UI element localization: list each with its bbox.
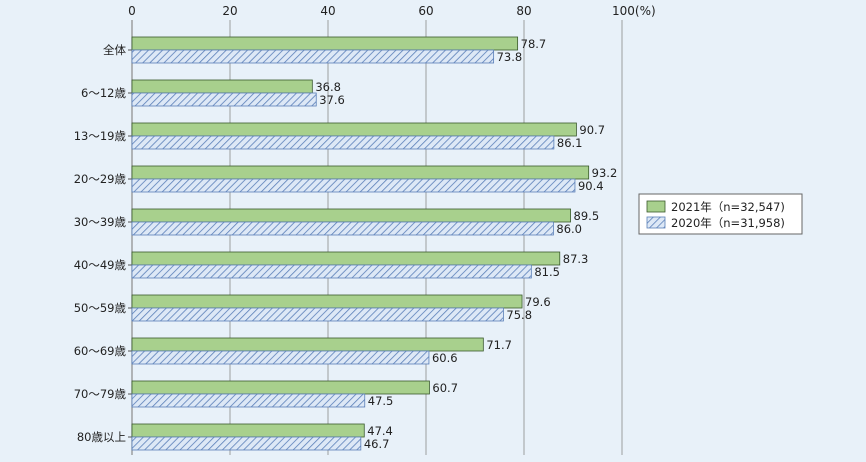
category-label: 50～59歳 (74, 301, 127, 315)
x-tick-label: 0 (128, 4, 136, 18)
bar-series2 (131, 92, 317, 107)
category-label: 全体 (103, 43, 126, 57)
legend-swatch (646, 216, 666, 229)
legend-swatch (646, 200, 666, 213)
data-label: 86.0 (556, 222, 582, 236)
data-label: 75.8 (506, 308, 532, 322)
data-label: 90.7 (579, 123, 605, 137)
x-axis-ticks: 0 20 40 60 80 100(%) (128, 4, 655, 18)
data-label: 47.5 (368, 394, 394, 408)
data-label: 36.8 (315, 80, 341, 94)
data-label: 89.5 (574, 209, 600, 223)
bar-series1 (131, 380, 430, 395)
data-label: 37.6 (319, 93, 345, 107)
bar-series1 (131, 165, 590, 180)
bar-series1 (131, 79, 313, 94)
data-label: 60.6 (432, 351, 458, 365)
bar-series2 (131, 350, 430, 365)
category-label: 70～79歳 (74, 387, 127, 401)
legend-box (638, 193, 803, 235)
bar-series2 (131, 393, 366, 408)
category-label: 60～69歳 (74, 344, 127, 358)
data-label: 46.7 (364, 437, 390, 451)
legend-label: 2020年（n=31,958) (671, 216, 785, 230)
data-label: 90.4 (578, 179, 604, 193)
data-label: 81.5 (534, 265, 560, 279)
x-tick-label: 80 (516, 4, 531, 18)
x-tick-label: 20 (222, 4, 237, 18)
data-label: 60.7 (432, 381, 458, 395)
category-labels: 全体 6～12歳 13～19歳 20～29歳 30～39歳 40～49歳 50～59歳 60～… (74, 43, 127, 444)
data-label: 47.4 (367, 424, 393, 438)
category-label: 40～49歳 (74, 258, 127, 272)
data-label: 78.7 (521, 37, 547, 51)
bar-series1 (131, 423, 365, 438)
x-tick-label: 40 (320, 4, 335, 18)
category-label: 6～12歳 (81, 86, 126, 100)
bar-series2 (131, 135, 555, 150)
data-label: 93.2 (592, 166, 618, 180)
bar-series2 (131, 436, 362, 451)
bar-series2 (131, 264, 532, 279)
bar-series1 (131, 294, 523, 309)
bar-series2 (131, 178, 576, 193)
data-label: 73.8 (497, 50, 523, 64)
legend-label: 2021年（n=32,547) (671, 200, 785, 214)
bar-series1 (131, 36, 519, 51)
category-label: 30～39歳 (74, 215, 127, 229)
bar-series1 (131, 337, 484, 352)
bar-series1 (131, 208, 571, 223)
data-label: 87.3 (563, 252, 589, 266)
legend: 2021年（n=32,547) 2020年（n=31,958) (638, 193, 803, 235)
data-label: 86.1 (557, 136, 583, 150)
bar-series2 (131, 221, 554, 236)
bar-series2 (131, 307, 504, 322)
x-tick-label: 60 (418, 4, 433, 18)
category-label: 80歳以上 (77, 430, 126, 444)
data-label: 71.7 (486, 338, 512, 352)
bar-series1 (131, 122, 577, 137)
bar-series1 (131, 251, 561, 266)
category-label: 20～29歳 (74, 172, 127, 186)
bars: 78.773.8 36.837.6 90.786.1 93.290.4 89.586.0… (131, 36, 618, 451)
data-label: 79.6 (525, 295, 551, 309)
category-label: 13～19歳 (74, 129, 127, 143)
x-tick-label: 100(%) (612, 4, 656, 18)
bar-series2 (131, 49, 495, 64)
